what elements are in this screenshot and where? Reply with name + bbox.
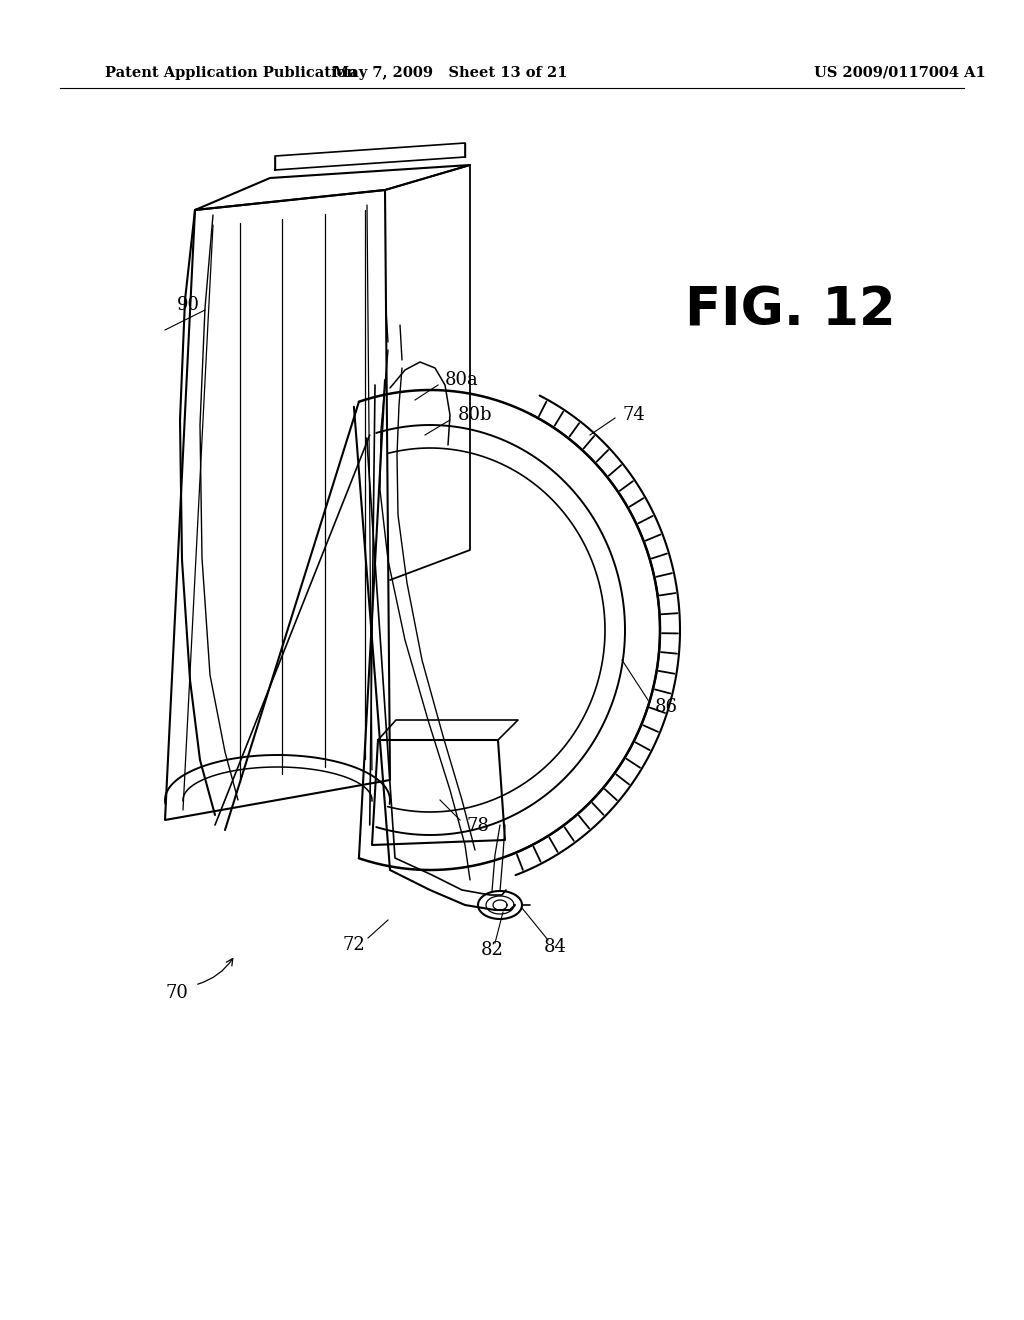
Text: Patent Application Publication: Patent Application Publication [105,66,357,81]
Text: 80b: 80b [458,407,493,424]
Text: 70: 70 [166,983,188,1002]
Text: 82: 82 [480,941,504,960]
Text: 86: 86 [655,698,678,715]
Text: FIG. 12: FIG. 12 [685,284,895,337]
Text: 80a: 80a [445,371,479,389]
Text: 78: 78 [466,817,488,836]
Text: 90: 90 [176,296,200,314]
Text: May 7, 2009   Sheet 13 of 21: May 7, 2009 Sheet 13 of 21 [333,66,567,81]
Text: US 2009/0117004 A1: US 2009/0117004 A1 [814,66,986,81]
Text: 74: 74 [622,407,645,424]
Text: 84: 84 [544,939,566,956]
Text: 72: 72 [343,936,366,954]
